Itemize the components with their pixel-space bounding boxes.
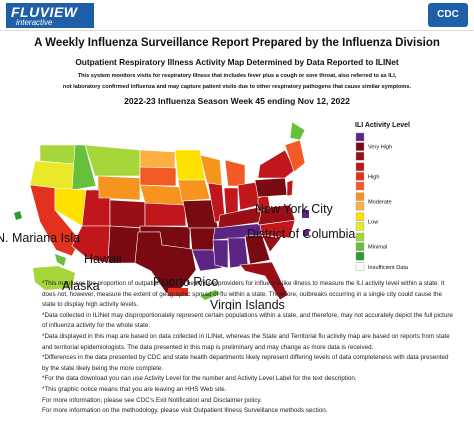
legend-swatch [355, 262, 365, 271]
state[interactable] [71, 144, 97, 191]
legend-label: Minimal [368, 245, 387, 251]
state[interactable] [134, 231, 197, 294]
state[interactable] [257, 149, 296, 179]
legend-swatch [355, 151, 365, 161]
legend-label: Moderate [368, 199, 392, 205]
note: *Differences in the data presented by CD… [42, 354, 449, 372]
state[interactable] [144, 202, 187, 227]
note: For more information on the methodology,… [42, 407, 328, 415]
description: This system monitors visits for respirat… [77, 73, 397, 79]
state[interactable] [224, 159, 246, 187]
agency-logo[interactable]: CDC [428, 3, 468, 27]
map-label: Puerto Rico [153, 275, 218, 289]
hawaii[interactable] [55, 254, 66, 266]
map-label: Alaska [62, 279, 100, 293]
mariana[interactable] [14, 211, 22, 220]
state[interactable] [223, 187, 239, 216]
legend-title: ILI Activity Level [355, 122, 410, 129]
state[interactable] [244, 234, 271, 265]
legend-swatch [355, 222, 365, 231]
note: *Data collected in ILINet may disproport… [42, 311, 453, 330]
map-label: N. Mariana Isla [0, 231, 80, 245]
alaska[interactable] [33, 266, 75, 290]
state[interactable] [174, 149, 206, 181]
note: For more information, please see CDC's E… [42, 396, 262, 404]
legend-swatch [355, 242, 365, 251]
main-title: A Weekly Influenza Surveillance Report P… [34, 37, 440, 49]
legend-swatch [355, 162, 365, 172]
legend-swatch [355, 232, 365, 242]
map-label: District of Columbia [247, 227, 355, 241]
state[interactable] [139, 149, 176, 169]
legend-label: Low [368, 220, 379, 226]
state[interactable] [189, 227, 216, 251]
state[interactable] [139, 166, 177, 187]
map-label: Virgin Islands [210, 298, 285, 310]
legend: ILI Activity Level Very High High Moderate… [355, 122, 410, 271]
state[interactable] [97, 175, 141, 201]
map-label: New York City [255, 202, 334, 216]
logo[interactable]: FLUVIEW interactive [6, 3, 94, 28]
state[interactable] [212, 239, 229, 269]
state[interactable] [39, 144, 76, 165]
state[interactable] [257, 204, 296, 226]
state[interactable] [289, 121, 306, 141]
puerto-rico[interactable] [168, 288, 188, 296]
legend-label: Insufficient Data [368, 265, 409, 271]
state[interactable] [239, 261, 289, 301]
legend-swatch [355, 132, 365, 142]
description: not laboratory confirmed influenza and m… [62, 84, 412, 90]
map-title: Outpatient Respiratory Illness Activity … [75, 57, 399, 67]
state[interactable] [84, 144, 141, 177]
legend-swatch [355, 201, 365, 211]
state[interactable] [227, 237, 249, 269]
legend-swatch [355, 251, 365, 261]
legend-label: Very High [368, 145, 392, 151]
state[interactable] [286, 179, 294, 197]
legend-swatch [355, 142, 365, 151]
logo-subtext: interactive [16, 18, 53, 27]
state[interactable] [139, 184, 185, 206]
legend-swatch [355, 172, 365, 181]
note: *Data displayed in this map are based on… [42, 332, 450, 351]
header-divider [0, 30, 474, 31]
state[interactable] [284, 139, 306, 173]
states [29, 121, 306, 301]
legend-swatch [355, 212, 365, 222]
state[interactable] [254, 177, 288, 198]
state[interactable] [177, 179, 211, 202]
virgin-islands[interactable] [200, 290, 220, 300]
map: New York City District of Columbia N. Ma… [0, 121, 410, 310]
note: *This graphic notice means that you are … [42, 385, 227, 393]
legend-swatch [355, 192, 365, 201]
state[interactable] [261, 234, 282, 253]
nyc-box[interactable] [302, 210, 309, 218]
dc-box[interactable] [303, 230, 309, 236]
note: *This map uses the proportion of outpati… [42, 280, 445, 309]
map-label: Hawaii [84, 252, 122, 266]
note: *For the data download you can use Activ… [42, 375, 357, 383]
state[interactable] [109, 199, 146, 229]
season-title: 2022-23 Influenza Season Week 45 ending … [124, 96, 350, 106]
legend-label: High [368, 174, 380, 180]
legend-swatch [355, 181, 365, 191]
state[interactable] [71, 225, 111, 264]
logo-text: FLUVIEW [11, 4, 78, 20]
notes: *This map uses the proportion of outpati… [42, 279, 456, 417]
